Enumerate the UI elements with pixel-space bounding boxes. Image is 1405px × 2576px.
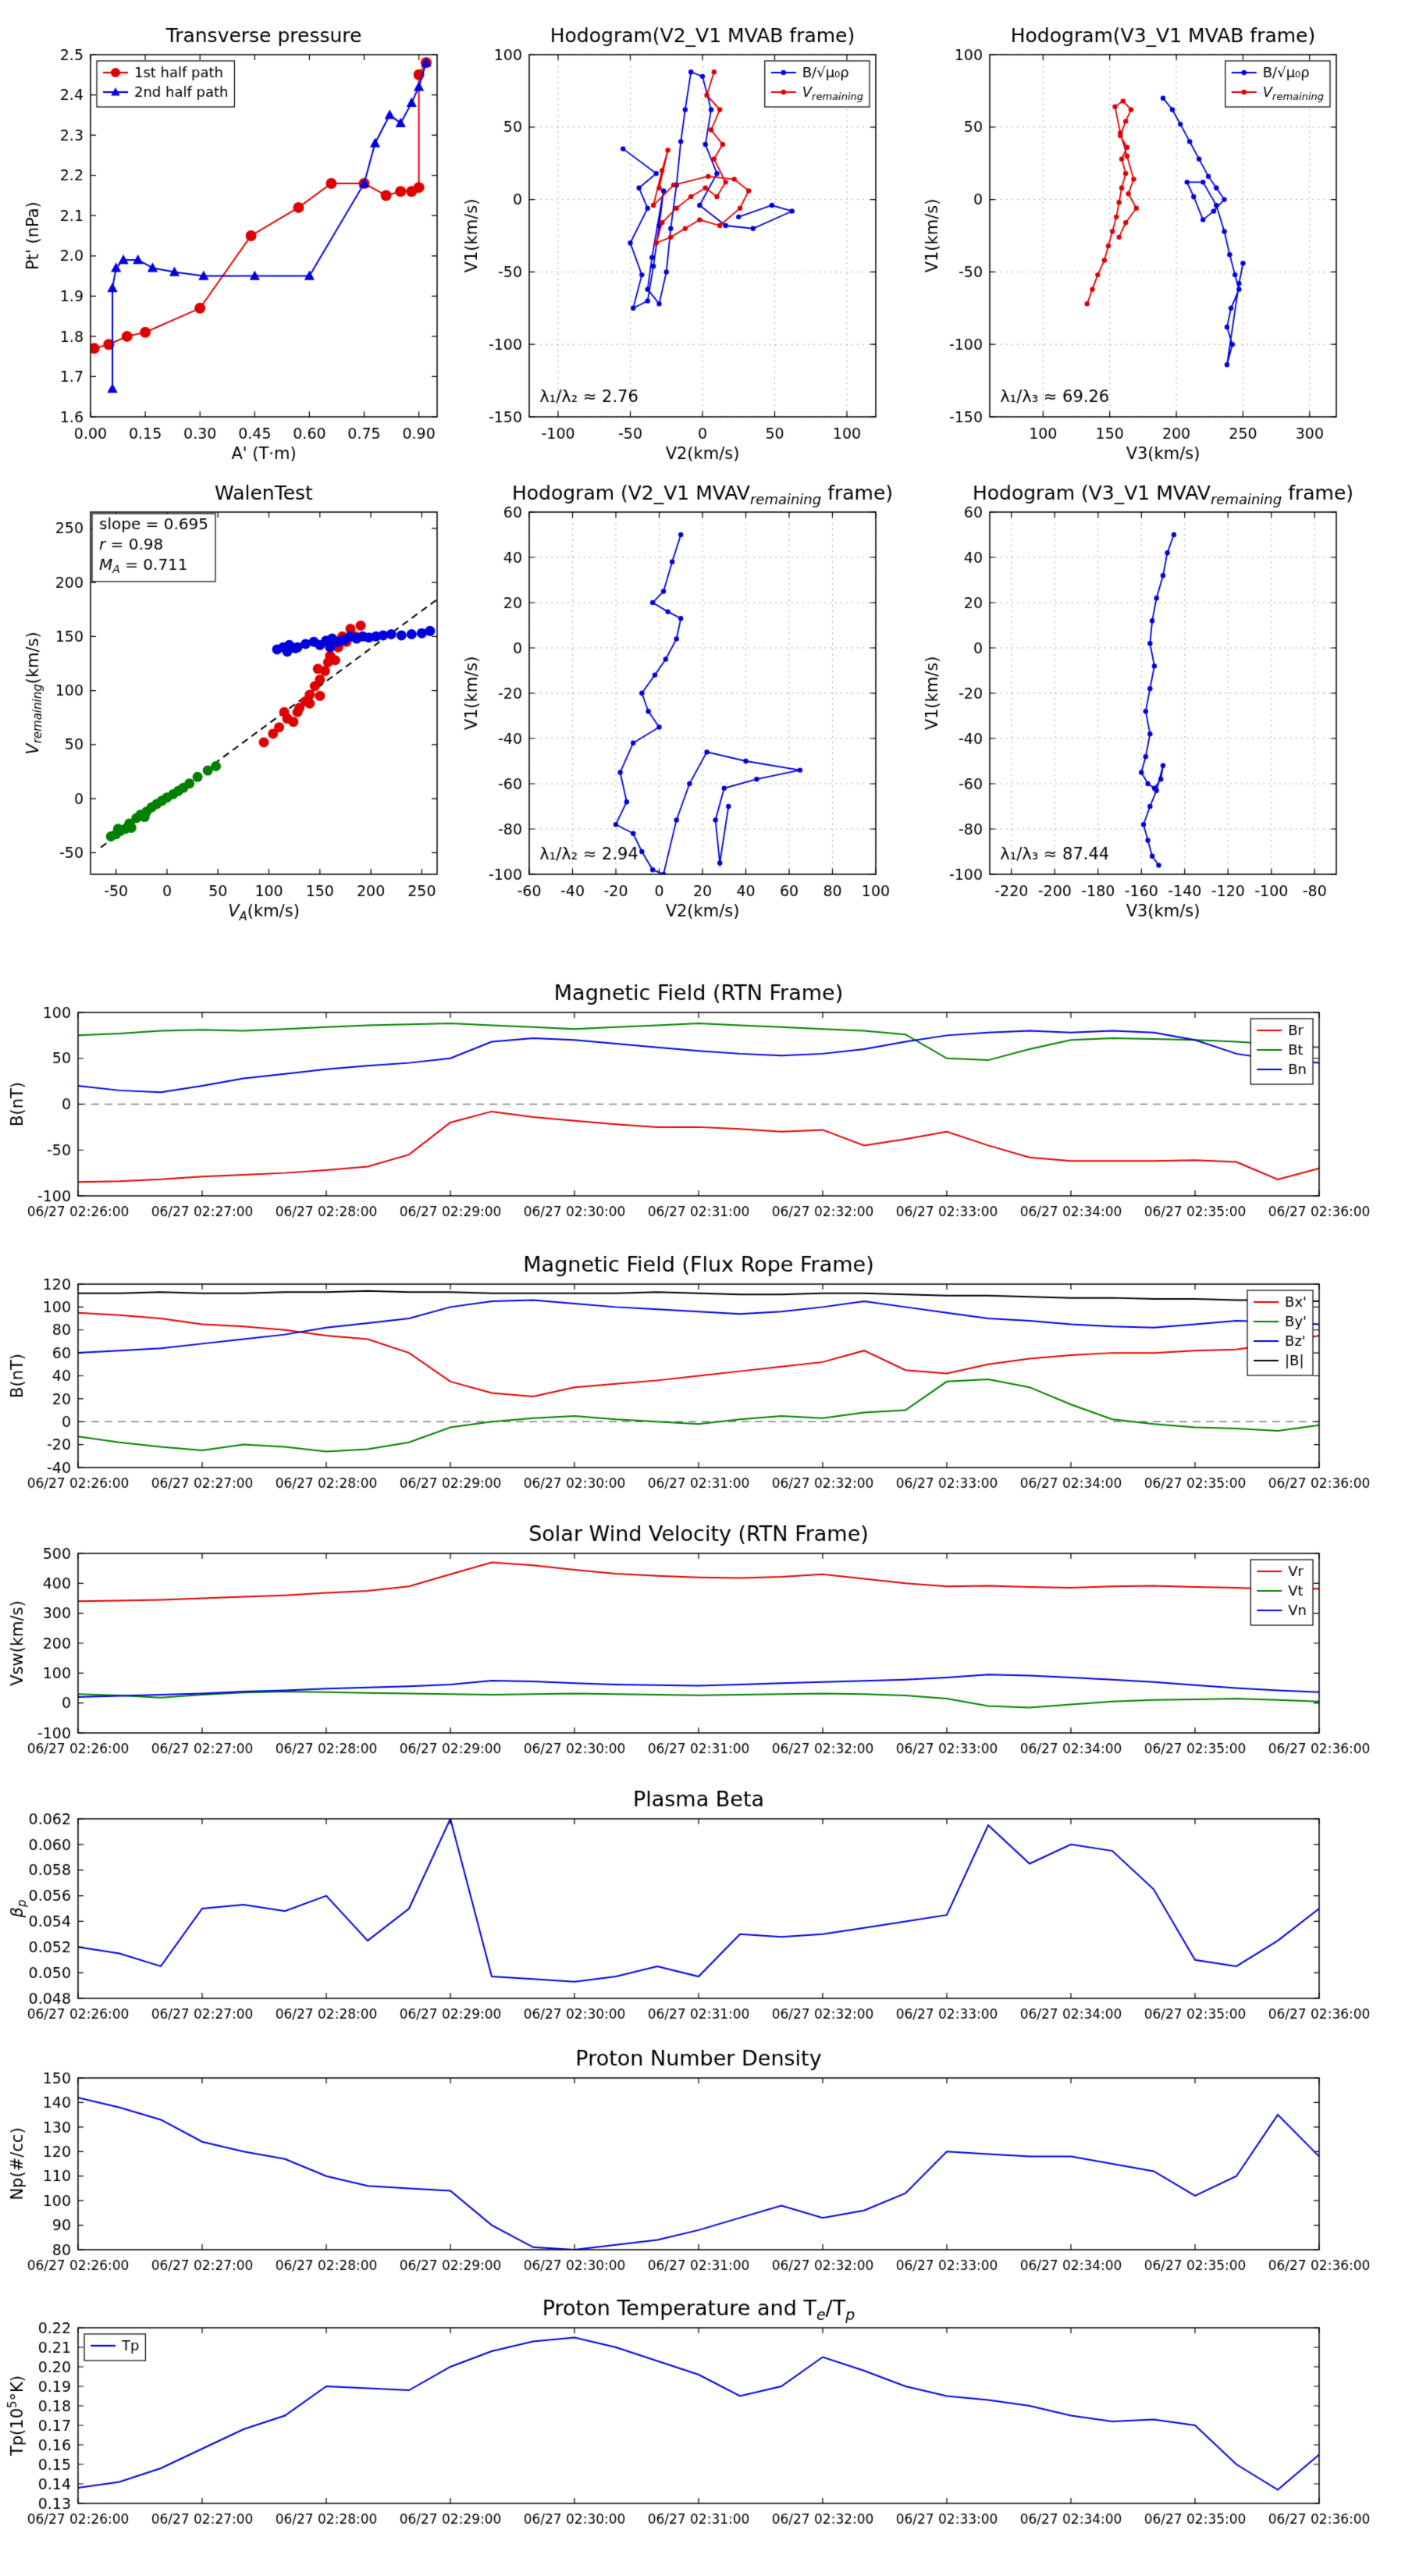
chart-proton-number-density — [0, 2030, 1405, 2287]
chart-walen-test — [3, 464, 464, 924]
hodogram-v3v1-mvav-canvas — [902, 464, 1363, 924]
magnetic-field-rtn-canvas — [0, 964, 1405, 1233]
chart-transverse-pressure — [3, 6, 464, 467]
proton-number-density-canvas — [0, 2030, 1405, 2287]
chart-hodogram-v3v1-mvab — [902, 6, 1363, 467]
chart-magnetic-field-rtn — [0, 964, 1405, 1233]
solar-wind-velocity-canvas — [0, 1505, 1405, 1770]
chart-hodogram-v2v1-mvab — [442, 6, 902, 467]
chart-hodogram-v3v1-mvav — [902, 464, 1363, 924]
plasma-beta-canvas — [0, 1770, 1405, 2036]
walen-test-canvas — [3, 464, 464, 924]
magnetic-field-flux-rope-canvas — [0, 1236, 1405, 1505]
chart-plasma-beta — [0, 1770, 1405, 2036]
chart-solar-wind-velocity — [0, 1505, 1405, 1770]
chart-magnetic-field-flux-rope — [0, 1236, 1405, 1505]
proton-temperature-canvas — [0, 2279, 1405, 2541]
chart-hodogram-v2v1-mvav — [442, 464, 902, 924]
hodogram-v3v1-mvab-canvas — [902, 6, 1363, 467]
hodogram-v2v1-mvav-canvas — [442, 464, 902, 924]
transverse-pressure-canvas — [3, 6, 464, 467]
hodogram-v2v1-mvab-canvas — [442, 6, 902, 467]
chart-proton-temperature — [0, 2279, 1405, 2541]
